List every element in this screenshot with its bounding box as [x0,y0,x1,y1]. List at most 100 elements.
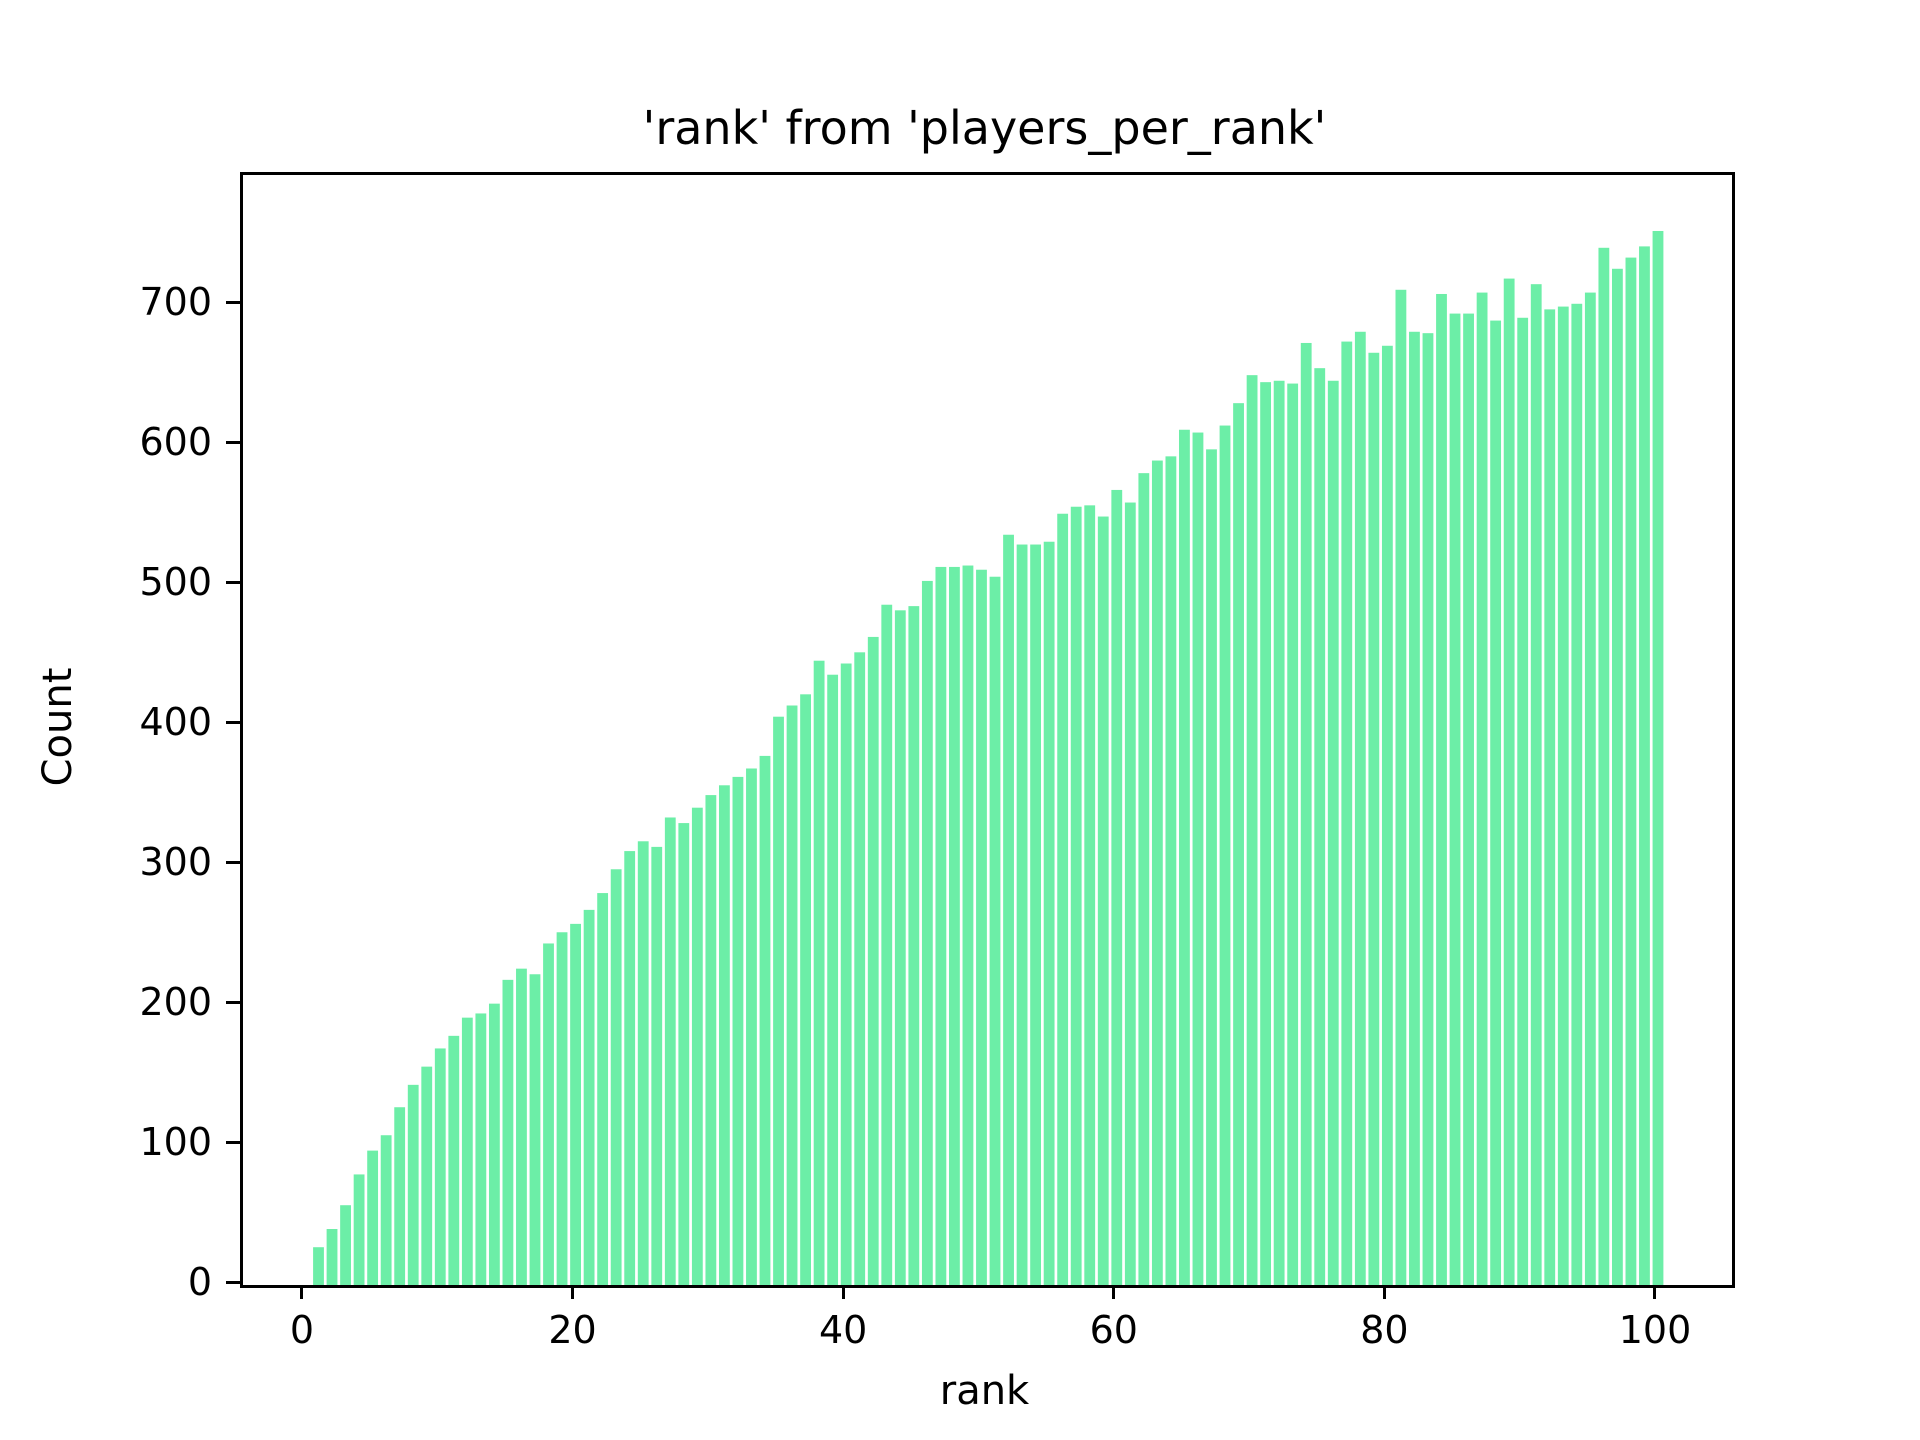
bar [1165,456,1177,1285]
bar [1179,429,1190,1285]
bar [1124,502,1136,1285]
bar [1192,432,1204,1285]
bars-layer [313,230,1664,1285]
bar [1409,331,1420,1285]
bar [1246,375,1258,1285]
bar [1151,460,1163,1285]
bar [867,636,879,1285]
bar [989,576,1001,1285]
bar [1625,257,1637,1285]
x-tick-label: 80 [1360,1308,1409,1352]
y-tick-label: 200 [139,980,212,1025]
bar [1517,317,1529,1285]
bar [1003,534,1014,1285]
y-tick-label: 700 [139,280,212,325]
bar [502,979,514,1285]
bar [840,663,852,1285]
bar [1341,341,1353,1285]
x-tick-mark [1653,1285,1657,1299]
bar [1449,313,1461,1285]
x-tick-label: 100 [1618,1308,1692,1352]
bar [353,1174,365,1285]
bar [1490,320,1502,1285]
bar [1327,380,1339,1285]
bar [475,1013,487,1285]
bar [394,1107,406,1285]
bar [448,1035,460,1285]
bar [1084,505,1096,1285]
bar [1287,383,1299,1285]
bar [1354,331,1366,1285]
x-tick-mark [571,1285,575,1299]
plot-area [240,172,1735,1288]
y-tick-mark [226,300,240,304]
bar [543,943,554,1285]
bar [1138,473,1150,1285]
bar [1030,544,1042,1285]
bar [759,755,771,1285]
bar [313,1247,324,1285]
x-tick-label: 40 [818,1308,868,1352]
bar [1476,292,1488,1285]
bar [1368,352,1380,1285]
bar [921,580,933,1285]
y-tick-mark [226,1000,240,1004]
x-tick-mark [1382,1285,1386,1299]
bar [1097,516,1109,1285]
bar [746,768,757,1285]
x-tick-mark [841,1285,845,1299]
x-tick-label: 20 [548,1308,597,1352]
bar [773,716,784,1285]
bar [434,1048,446,1285]
chart-title: 'rank' from 'players_per_rank' [642,101,1327,155]
bar [1300,342,1312,1285]
bar [380,1135,392,1285]
bar [800,694,811,1285]
bar [881,604,893,1285]
bar [421,1066,433,1285]
bar [678,823,690,1285]
bar [570,923,581,1285]
bar [1639,246,1650,1285]
bar [326,1229,338,1285]
x-tick-mark [1112,1285,1116,1299]
bar [529,974,541,1285]
bar [1206,449,1217,1285]
bar [1463,313,1474,1285]
bar [786,705,798,1285]
bar [827,674,839,1285]
bar [908,606,920,1285]
bar [1598,247,1610,1285]
bar [1584,292,1596,1285]
bar [1070,506,1082,1285]
bar [1314,368,1326,1285]
bar [1652,230,1664,1285]
bar [1530,284,1542,1285]
bar [597,893,609,1285]
y-tick-label: 400 [139,700,212,745]
y-tick-mark [226,580,240,584]
bar [637,841,649,1285]
bar [407,1084,419,1285]
bar [718,785,730,1285]
bar [691,807,703,1285]
x-tick-label: 60 [1089,1308,1138,1352]
y-tick-mark [226,1140,240,1144]
bar [651,846,663,1285]
bar [340,1205,351,1285]
bar [367,1150,379,1285]
bar [664,817,676,1285]
y-tick-mark [226,1280,240,1284]
bar [1219,425,1231,1285]
bar [624,851,636,1285]
bar [1557,306,1569,1285]
bar [1395,289,1407,1285]
bar [556,932,568,1285]
x-tick-mark [300,1285,304,1299]
y-tick-mark [226,720,240,724]
bar [488,1003,500,1285]
y-tick-label: 600 [139,420,212,465]
y-axis-label: Count [35,667,81,787]
y-tick-label: 100 [139,1120,212,1165]
